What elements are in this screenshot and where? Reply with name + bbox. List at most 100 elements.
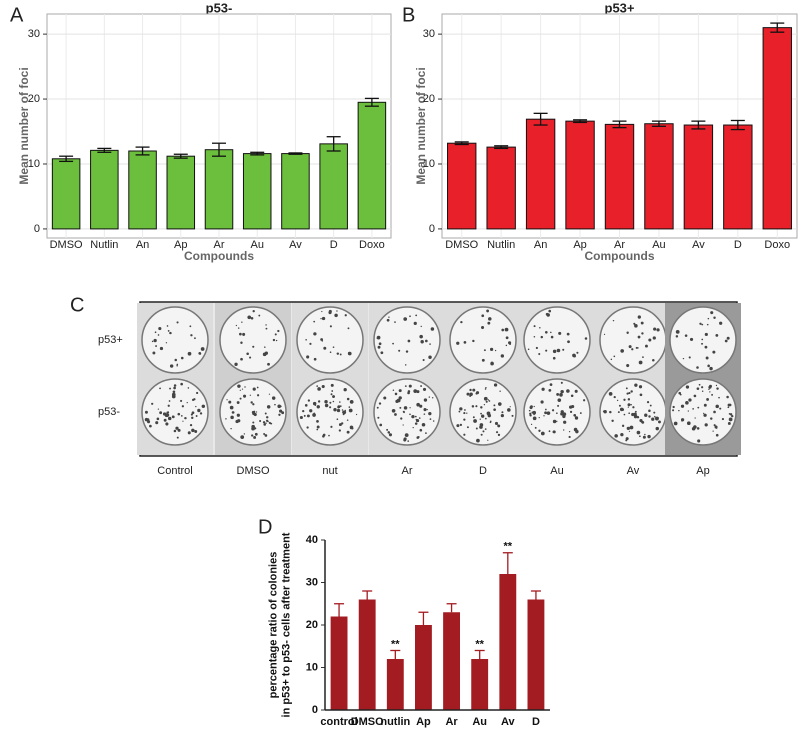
bar — [128, 150, 157, 230]
colony — [147, 420, 151, 424]
colony — [626, 426, 630, 430]
colony — [265, 327, 268, 330]
colony — [713, 316, 716, 320]
colony — [304, 404, 308, 407]
colony — [490, 420, 492, 423]
colony — [275, 339, 278, 342]
plate — [449, 378, 517, 446]
colony — [231, 411, 235, 414]
colony — [701, 390, 704, 393]
bar — [447, 142, 477, 230]
colony — [656, 328, 660, 332]
colony — [264, 412, 267, 415]
colony — [166, 411, 169, 414]
colony — [267, 420, 269, 423]
colony — [697, 406, 700, 409]
colony — [491, 361, 493, 364]
colony — [155, 345, 158, 348]
panel-letter: B — [402, 4, 415, 26]
colony — [167, 404, 170, 407]
colony — [637, 335, 641, 339]
colony — [557, 398, 562, 402]
colony — [332, 395, 335, 399]
colony — [425, 339, 428, 343]
annotation: ** — [504, 541, 513, 553]
bar — [242, 153, 272, 230]
colony — [483, 349, 486, 352]
error-bar — [418, 611, 429, 625]
bar — [527, 599, 545, 710]
colony — [505, 344, 508, 347]
colony — [469, 394, 472, 397]
colony — [421, 423, 426, 427]
colony — [313, 320, 316, 323]
colony — [193, 398, 196, 401]
colony — [698, 383, 701, 386]
colony — [306, 426, 309, 429]
colony — [268, 393, 271, 395]
bar — [357, 101, 387, 230]
colony — [686, 421, 691, 426]
colony — [550, 335, 554, 339]
colony — [610, 358, 613, 361]
colony — [487, 413, 492, 418]
colony — [159, 411, 163, 415]
colony — [656, 416, 659, 420]
x-tick-label: Av — [289, 239, 302, 251]
colony — [403, 411, 405, 414]
bar — [204, 149, 234, 230]
x-tick-label: D — [330, 239, 338, 251]
colony — [623, 398, 626, 401]
colony — [404, 433, 409, 437]
colony — [409, 407, 411, 409]
annotation: ** — [475, 638, 484, 650]
colony — [405, 350, 409, 353]
colony — [576, 351, 579, 354]
colony — [399, 406, 402, 409]
colony — [239, 389, 241, 391]
colony — [317, 387, 321, 391]
colony — [418, 417, 421, 419]
colony — [501, 328, 505, 332]
colony — [632, 406, 635, 409]
colony — [715, 404, 719, 409]
colony — [611, 419, 614, 422]
colony — [377, 345, 381, 349]
colony — [472, 339, 475, 343]
colony — [713, 424, 716, 427]
colony — [332, 400, 335, 403]
colony — [645, 344, 648, 348]
colony — [243, 433, 246, 435]
colony — [177, 428, 181, 432]
colony — [658, 420, 661, 424]
colony — [529, 414, 532, 417]
colony — [583, 399, 586, 402]
colony — [196, 391, 199, 395]
plate — [373, 378, 441, 446]
colony — [151, 402, 154, 405]
colony — [559, 393, 563, 397]
colony — [225, 418, 227, 420]
colony — [376, 337, 378, 339]
x-axis-label: Compounds — [184, 249, 254, 263]
colony — [548, 389, 552, 392]
colony — [256, 386, 259, 389]
plate — [599, 306, 667, 374]
colony — [482, 430, 485, 433]
colony — [633, 322, 636, 325]
colony — [568, 435, 571, 439]
colony — [144, 417, 149, 422]
colony — [545, 349, 548, 352]
x-tick-label: Ap — [573, 239, 586, 251]
colony — [235, 419, 239, 424]
bar — [415, 625, 432, 710]
colony — [388, 433, 393, 437]
colony — [701, 386, 704, 389]
column-label: nut — [322, 465, 337, 477]
colony — [416, 390, 420, 394]
colony — [692, 408, 694, 410]
colony — [731, 415, 734, 418]
colony — [726, 395, 729, 399]
colony — [165, 422, 169, 426]
colony — [500, 354, 505, 358]
